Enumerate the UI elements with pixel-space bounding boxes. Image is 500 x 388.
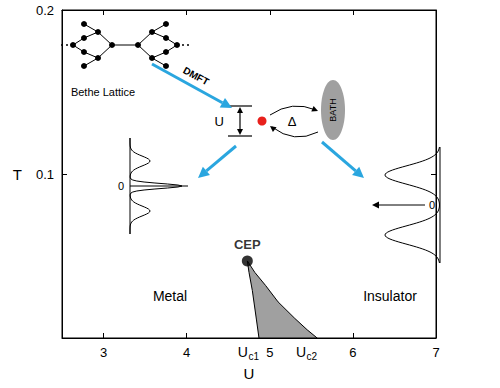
svg-text:T: T <box>13 166 22 183</box>
svg-text:0: 0 <box>118 180 124 192</box>
svg-text:7: 7 <box>432 345 439 360</box>
svg-text:U: U <box>244 365 255 382</box>
svg-text:6: 6 <box>349 345 356 360</box>
svg-text:c2: c2 <box>307 351 318 362</box>
svg-text:Bethe Lattice: Bethe Lattice <box>71 86 135 98</box>
svg-text:Insulator: Insulator <box>363 288 417 304</box>
svg-text:U: U <box>296 344 306 360</box>
svg-text:4: 4 <box>183 345 190 360</box>
svg-text:c1: c1 <box>248 351 259 362</box>
svg-text:CEP: CEP <box>234 237 261 252</box>
svg-text:Δ: Δ <box>288 114 297 129</box>
svg-text:Metal: Metal <box>153 288 187 304</box>
svg-text:DMFT: DMFT <box>181 65 211 88</box>
svg-text:BATH: BATH <box>328 98 338 121</box>
svg-text:3: 3 <box>100 345 107 360</box>
svg-text:0.2: 0.2 <box>36 3 54 18</box>
svg-text:U: U <box>238 344 248 360</box>
svg-text:5: 5 <box>266 345 273 360</box>
svg-text:0: 0 <box>429 199 435 211</box>
svg-text:0.1: 0.1 <box>36 167 54 182</box>
svg-text:U: U <box>215 114 224 129</box>
